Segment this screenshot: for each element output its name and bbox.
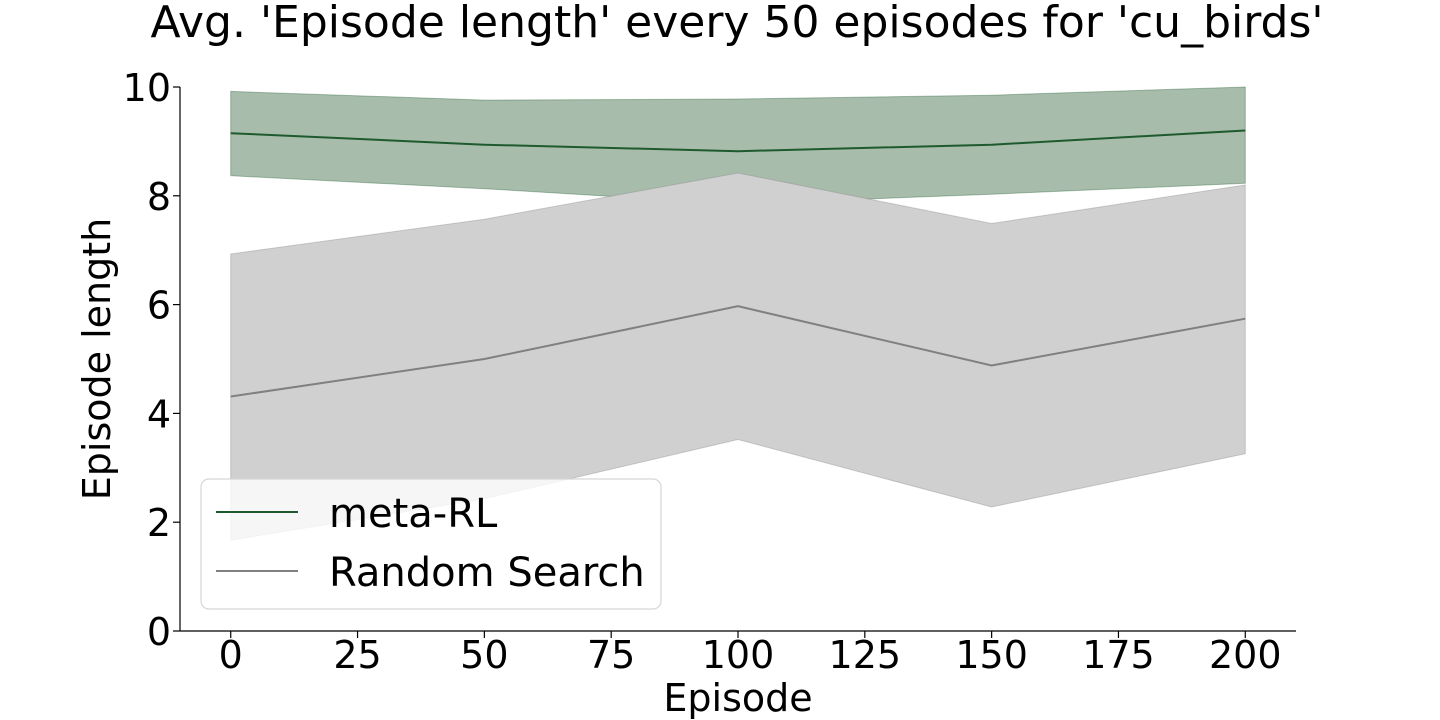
x-axis-label: Episode xyxy=(663,676,812,720)
x-tick-label: 200 xyxy=(1209,633,1282,677)
x-axis-ticks: 0 25 50 75 100 125 150 175 200 xyxy=(219,631,1282,677)
series-lines xyxy=(230,129,1246,398)
x-tick-label: 100 xyxy=(702,633,775,677)
y-axis-ticks: 0 2 4 6 8 10 xyxy=(123,66,180,654)
x-tick-label: 0 xyxy=(219,633,243,677)
legend-label-random-search: Random Search xyxy=(329,550,645,596)
line-random-search xyxy=(230,305,1246,398)
chart-title: Avg. 'Episode length' every 50 episodes … xyxy=(150,0,1323,48)
confidence-bands xyxy=(230,86,1246,541)
band-meta-rl xyxy=(230,86,1246,205)
x-tick-label: 150 xyxy=(955,633,1028,677)
legend-box xyxy=(200,478,662,610)
y-axis-label: Episode length xyxy=(75,218,119,500)
y-tick-label: 10 xyxy=(123,66,171,110)
x-tick-label: 25 xyxy=(333,633,381,677)
x-tick-label: 175 xyxy=(1082,633,1155,677)
y-tick-label: 2 xyxy=(147,501,171,545)
x-tick-label: 50 xyxy=(460,633,508,677)
x-tick-label: 125 xyxy=(829,633,902,677)
line-meta-rl xyxy=(230,129,1246,153)
legend: meta-RL Random Search xyxy=(200,478,662,610)
x-tick-label: 75 xyxy=(587,633,635,677)
y-tick-label: 8 xyxy=(147,175,171,219)
y-tick-label: 6 xyxy=(147,284,171,328)
y-tick-label: 0 xyxy=(147,610,171,654)
legend-label-meta-rl: meta-RL xyxy=(329,491,498,537)
y-tick-label: 4 xyxy=(147,392,171,436)
